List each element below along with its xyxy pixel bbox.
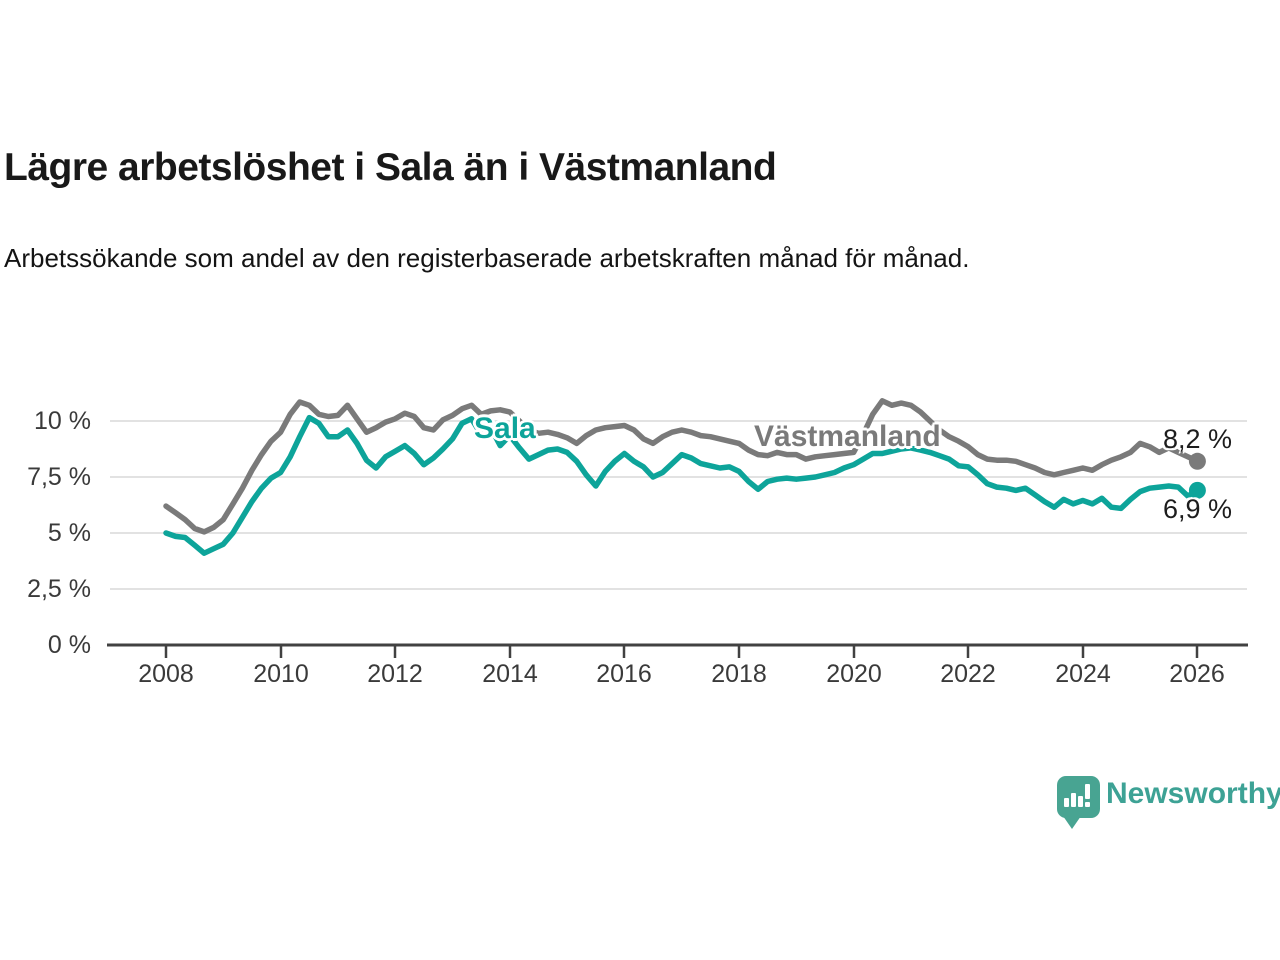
y-tick-label-7-5: 7,5 % <box>27 463 91 491</box>
brand-name: Newsworthy <box>1106 777 1280 810</box>
x-tick-label-2010: 2010 <box>253 660 309 688</box>
logo-exclamation-bar <box>1085 784 1090 799</box>
y-tick-label-10: 10 % <box>34 407 91 435</box>
y-tick-label-5: 5 % <box>47 519 91 547</box>
end-dot-västmanland <box>1188 452 1206 470</box>
x-tick-label-2012: 2012 <box>367 660 423 688</box>
series-layer <box>163 398 1206 556</box>
x-tick-label-2026: 2026 <box>1169 660 1225 688</box>
logo-exclamation-dot <box>1085 802 1090 807</box>
logo-bar-1 <box>1064 798 1069 807</box>
line-västmanland <box>163 398 1201 535</box>
series-label-vastmanland: Västmanland <box>754 420 941 453</box>
logo-bar-2 <box>1071 793 1076 807</box>
end-value-label-vastmanland: 8,2 % <box>1163 424 1233 454</box>
x-tick-label-2016: 2016 <box>596 660 652 688</box>
series-label-sala: Sala <box>474 412 536 445</box>
newsworthy-logo-icon <box>1057 776 1100 829</box>
end-value-label-sala: 6,9 % <box>1163 494 1233 524</box>
y-tick-label-0: 0 % <box>47 631 91 659</box>
x-tick-label-2018: 2018 <box>711 660 767 688</box>
line-sala <box>163 414 1201 556</box>
x-tick-label-2008: 2008 <box>138 660 194 688</box>
x-tick-label-2024: 2024 <box>1055 660 1111 688</box>
x-tick-label-2022: 2022 <box>940 660 996 688</box>
x-tick-label-2020: 2020 <box>826 660 882 688</box>
x-tick-label-2014: 2014 <box>482 660 538 688</box>
gridlines <box>110 420 1247 590</box>
end-dot-sala <box>1188 481 1206 499</box>
x-axis <box>107 643 1248 658</box>
page-subtitle: Arbetssökande som andel av den registerb… <box>4 243 970 273</box>
y-tick-label-2-5: 2,5 % <box>27 575 91 603</box>
logo-tail <box>1063 816 1081 829</box>
page-title: Lägre arbetslöshet i Sala än i Västmanla… <box>4 146 777 189</box>
logo-bar-3 <box>1078 796 1083 807</box>
